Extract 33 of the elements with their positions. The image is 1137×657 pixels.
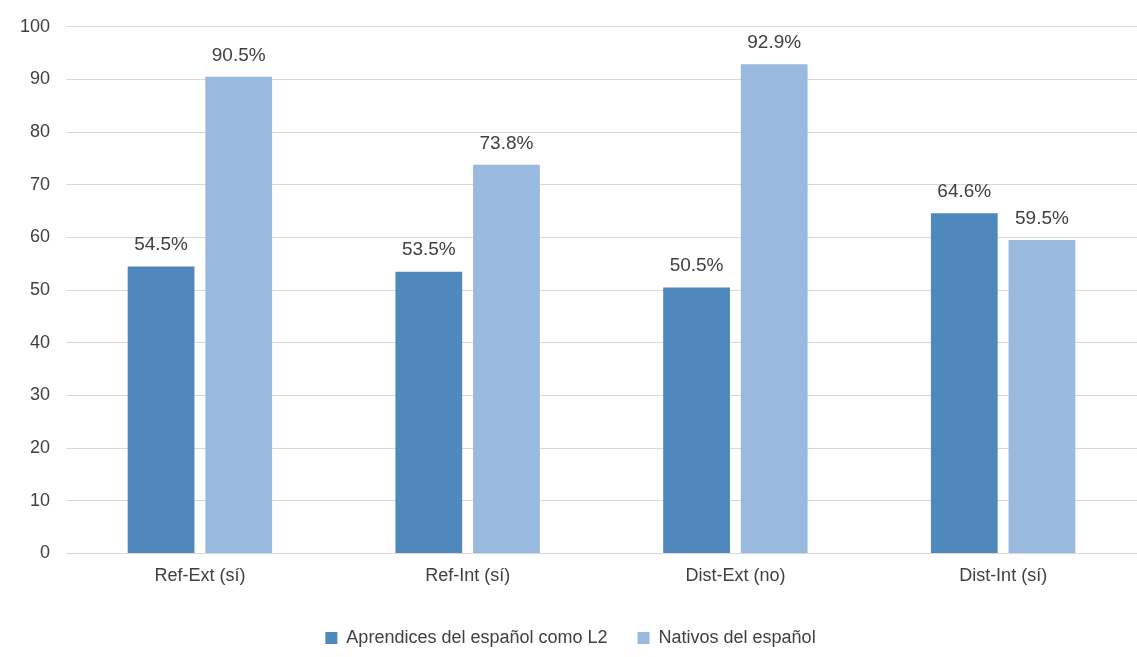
y-tick-label: 60 xyxy=(30,226,51,247)
data-label: 50.5% xyxy=(669,254,724,276)
bar xyxy=(663,287,730,553)
bar xyxy=(740,64,808,553)
y-tick-label: 70 xyxy=(30,173,51,194)
bar xyxy=(473,164,540,553)
legend-label: Nativos del español xyxy=(658,626,816,647)
bar xyxy=(1008,240,1076,553)
bar xyxy=(127,266,195,553)
y-tick-label: 20 xyxy=(30,437,51,458)
data-label: 64.6% xyxy=(937,179,992,201)
data-label: 92.9% xyxy=(747,30,802,52)
y-tick-label: 0 xyxy=(40,542,51,563)
x-tick-label: Ref-Ext (sí) xyxy=(154,565,246,586)
x-tick-label: Dist-Int (sí) xyxy=(959,565,1048,586)
y-tick-label: 40 xyxy=(30,331,51,352)
x-tick-label: Dist-Ext (no) xyxy=(685,565,786,586)
y-tick-label: 100 xyxy=(19,15,51,36)
data-label: 53.5% xyxy=(401,238,456,260)
y-tick-label: 50 xyxy=(30,279,51,300)
bar xyxy=(205,76,273,553)
bar xyxy=(395,271,463,553)
data-label: 54.5% xyxy=(134,233,189,255)
y-tick-label: 90 xyxy=(30,68,51,89)
data-label: 59.5% xyxy=(1015,206,1069,228)
x-tick-label: Ref-Int (sí) xyxy=(425,565,511,586)
data-label: 90.5% xyxy=(211,43,266,65)
y-tick-label: 30 xyxy=(30,384,51,405)
y-tick-label: 10 xyxy=(30,489,51,510)
legend-label: Aprendices del español como L2 xyxy=(346,626,608,647)
data-label: 73.8% xyxy=(479,131,534,153)
bar xyxy=(930,213,998,553)
y-tick-label: 80 xyxy=(30,121,51,142)
